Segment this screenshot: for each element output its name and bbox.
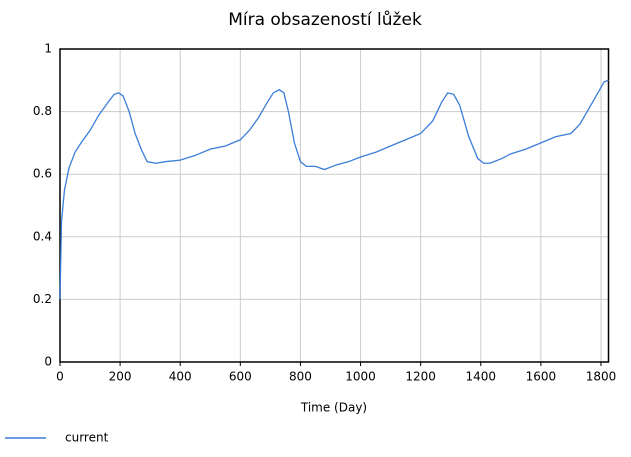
x-tick-label: 1000	[345, 370, 376, 384]
y-tick-label: 0.4	[33, 229, 52, 243]
y-tick-label: 0.8	[33, 104, 52, 118]
plot-frame	[59, 48, 610, 363]
x-tick-label: 0	[56, 370, 64, 384]
y-tick-label: 0.2	[33, 292, 52, 306]
x-tick-label: 800	[289, 370, 312, 384]
x-tick-label: 600	[229, 370, 252, 384]
y-tick-label: 0.6	[33, 167, 52, 181]
x-axis-label: Time (Day)	[300, 401, 367, 415]
x-tick-label: 200	[109, 370, 132, 384]
chart-title: Míra obsazeností lůžek	[228, 10, 422, 30]
y-tick-label: 1	[44, 42, 52, 56]
y-tick-label: 0	[44, 355, 52, 369]
x-tick-label: 400	[169, 370, 192, 384]
x-tick-label: 1800	[586, 370, 617, 384]
x-tick-label: 1200	[405, 370, 436, 384]
x-tick-label: 1600	[526, 370, 557, 384]
legend-label: current	[65, 431, 109, 445]
line	[59, 79, 609, 300]
x-tick-label: 1400	[465, 370, 496, 384]
